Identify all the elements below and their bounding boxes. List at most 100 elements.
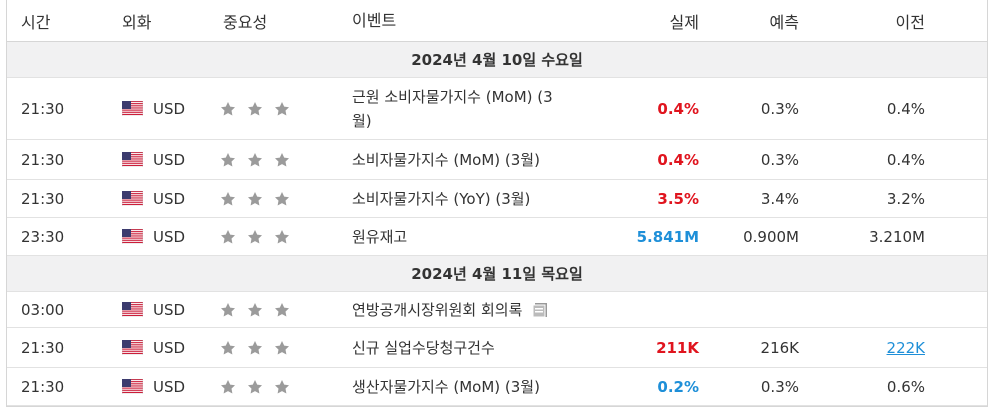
actual: 211K — [599, 327, 699, 368]
event-cell: 연방공개시장위원회 회의록 — [344, 291, 599, 328]
importance — [208, 139, 344, 180]
date-label: 2024년 4월 11일 목요일 — [7, 255, 987, 292]
importance — [208, 367, 344, 406]
time: 21:30 — [7, 77, 107, 140]
currency-cell: USD — [107, 367, 208, 406]
column-header: 중요성 — [208, 0, 344, 42]
event-name: 원유재고 — [352, 227, 408, 246]
time: 21:30 — [7, 327, 107, 368]
previous-cell: 0.6% — [799, 367, 925, 406]
us-flag — [121, 100, 144, 116]
event-name: 연방공개시장위원회 회의록 — [352, 300, 523, 319]
row-spacer — [925, 139, 987, 180]
row-spacer — [925, 77, 987, 140]
event-cell: 소비자물가지수 (YoY) (3월) — [344, 179, 599, 218]
date-label: 2024년 4월 10일 수요일 — [7, 41, 987, 78]
previous-cell: 0.4% — [799, 77, 925, 140]
currency: USD — [153, 227, 186, 246]
previous-cell: 0.4% — [799, 139, 925, 180]
column-header: 이벤트 — [344, 0, 599, 42]
us-flag — [121, 190, 144, 206]
header-spacer — [925, 0, 987, 42]
forecast: 0.3% — [699, 77, 799, 140]
importance — [208, 217, 344, 256]
currency: USD — [153, 338, 186, 357]
previous-link[interactable]: 222K — [886, 338, 925, 357]
date-row: 2024년 4월 10일 수요일 — [7, 41, 987, 78]
currency: USD — [153, 99, 186, 118]
actual: 0.2% — [599, 367, 699, 406]
importance — [208, 327, 344, 368]
forecast: 3.4% — [699, 179, 799, 218]
currency: USD — [153, 150, 186, 169]
importance — [208, 77, 344, 140]
row-spacer — [925, 217, 987, 256]
row-spacer — [925, 367, 987, 406]
event-row: 21:30 USD 생산자물가지수 (MoM) (3월) 0.2% 0.3% 0.6% — [7, 367, 987, 406]
importance-stars — [221, 302, 289, 316]
previous-cell — [799, 291, 925, 328]
actual: 5.841M — [599, 217, 699, 256]
us-flag — [121, 151, 144, 167]
us-flag — [121, 301, 144, 317]
event-name: 신규 실업수당청구건수 — [352, 338, 495, 357]
importance-stars — [221, 191, 289, 205]
actual — [599, 291, 699, 328]
header-row: 시간 외화 중요성 이벤트 실제 예측 이전 — [7, 0, 987, 42]
event-name: 근원 소비자물가지수 (MoM) (3월) — [352, 87, 553, 130]
column-header: 예측 — [699, 0, 799, 42]
previous: 0.4% — [886, 99, 925, 118]
event-row: 03:00 USD 연방공개시장위원회 회의록 — [7, 291, 987, 328]
date-row: 2024년 4월 11일 목요일 — [7, 255, 987, 292]
currency-cell: USD — [107, 179, 208, 218]
actual: 0.4% — [599, 139, 699, 180]
previous-cell: 3.210M — [799, 217, 925, 256]
us-flag — [121, 378, 144, 394]
column-header: 이전 — [799, 0, 925, 42]
event-row: 21:30 USD 소비자물가지수 (YoY) (3월) 3.5% 3.4% 3.2% — [7, 179, 987, 218]
event-cell: 소비자물가지수 (MoM) (3월) — [344, 139, 599, 180]
us-flag — [121, 339, 144, 355]
currency-cell: USD — [107, 327, 208, 368]
row-spacer — [925, 327, 987, 368]
currency: USD — [153, 377, 186, 396]
doc-icon[interactable] — [532, 302, 548, 318]
importance — [208, 179, 344, 218]
event-row: 23:30 USD 원유재고 5.841M 0.900M 3.210M — [7, 217, 987, 256]
importance-stars — [221, 101, 289, 115]
previous: 3.2% — [886, 189, 925, 208]
time: 21:30 — [7, 367, 107, 406]
event-cell: 근원 소비자물가지수 (MoM) (3월) — [344, 77, 599, 140]
time: 21:30 — [7, 179, 107, 218]
column-header: 시간 — [7, 0, 107, 42]
importance-stars — [221, 229, 289, 243]
forecast — [699, 291, 799, 328]
calendar: 시간 외화 중요성 이벤트 실제 예측 이전 2024년 4월 10일 수요일 21:30 US… — [6, 0, 988, 407]
time: 21:30 — [7, 139, 107, 180]
importance-stars — [221, 340, 289, 354]
event-cell: 원유재고 — [344, 217, 599, 256]
importance-stars — [221, 152, 289, 166]
us-flag — [121, 228, 144, 244]
previous-cell: 3.2% — [799, 179, 925, 218]
calendar-table: 시간 외화 중요성 이벤트 실제 예측 이전 2024년 4월 10일 수요일 21:30 US… — [7, 0, 987, 406]
previous: 0.4% — [886, 150, 925, 169]
currency-cell: USD — [107, 217, 208, 256]
currency-cell: USD — [107, 139, 208, 180]
event-row: 21:30 USD 신규 실업수당청구건수 211K 216K 222K — [7, 327, 987, 368]
currency-cell: USD — [107, 77, 208, 140]
forecast: 0.3% — [699, 139, 799, 180]
event-row: 21:30 USD 소비자물가지수 (MoM) (3월) 0.4% 0.3% 0.4% — [7, 139, 987, 180]
event-row: 21:30 USD 근원 소비자물가지수 (MoM) (3월) 0.4% 0.3% 0.4… — [7, 77, 987, 140]
row-spacer — [925, 179, 987, 218]
forecast: 0.900M — [699, 217, 799, 256]
event-cell: 신규 실업수당청구건수 — [344, 327, 599, 368]
actual: 0.4% — [599, 77, 699, 140]
column-header: 외화 — [107, 0, 208, 42]
importance — [208, 291, 344, 328]
event-cell: 생산자물가지수 (MoM) (3월) — [344, 367, 599, 406]
row-spacer — [925, 291, 987, 328]
table-body: 2024년 4월 10일 수요일 21:30 USD 근원 소비자물가지수 (MoM)… — [7, 41, 987, 406]
forecast: 0.3% — [699, 367, 799, 406]
